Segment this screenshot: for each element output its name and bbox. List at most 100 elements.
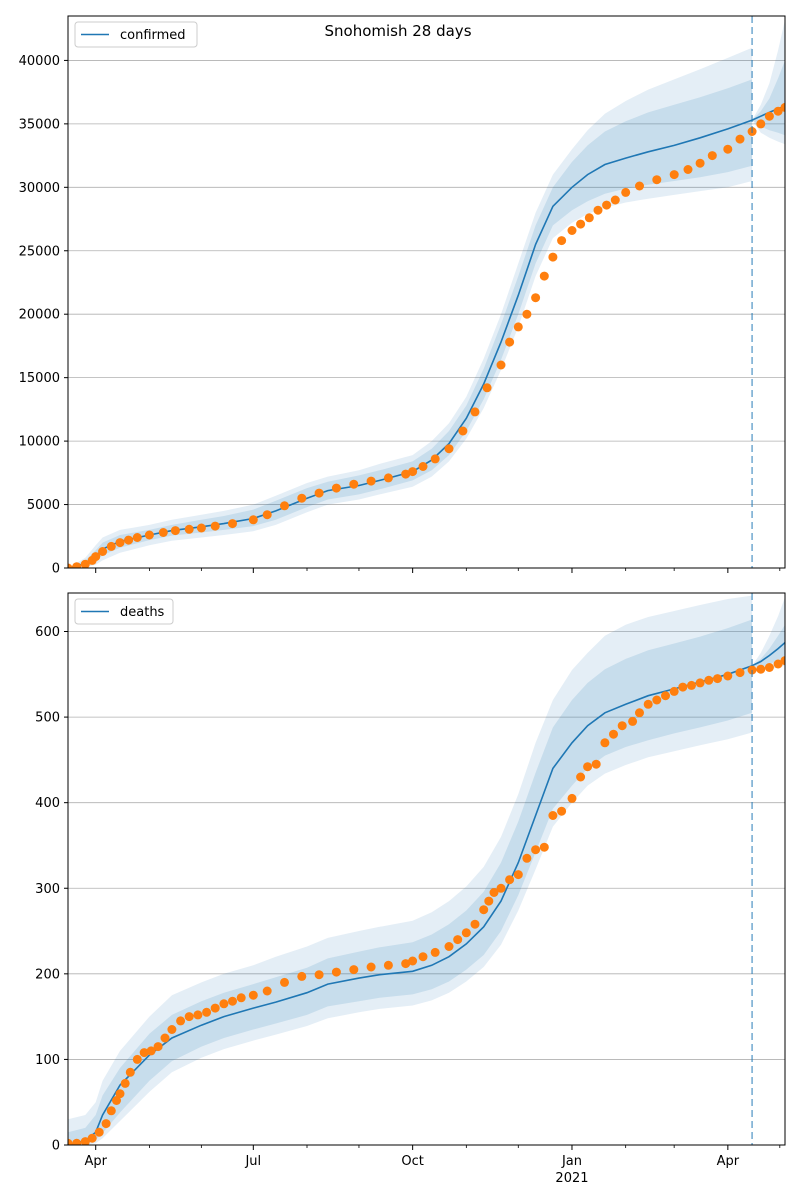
y-tick-label: 25000: [19, 244, 60, 259]
y-tick-label: 0: [52, 1139, 60, 1154]
observed-point: [228, 996, 237, 1006]
observed-point: [68, 1138, 73, 1145]
observed-point: [262, 986, 272, 996]
observed-point: [621, 187, 631, 197]
observed-point: [735, 668, 745, 678]
observed-point: [444, 444, 454, 454]
observed-point: [98, 547, 108, 556]
observed-point: [764, 111, 774, 121]
observed-point: [484, 896, 494, 906]
observed-point: [602, 200, 612, 210]
uncertainty-band-outer: [68, 47, 753, 568]
observed-point: [513, 870, 523, 880]
observed-point: [383, 473, 393, 483]
observed-point: [106, 1106, 116, 1116]
observed-point: [331, 483, 341, 493]
observed-point: [704, 675, 714, 685]
y-tick-label: 0: [52, 562, 60, 577]
observed-point: [196, 523, 206, 533]
observed-point: [262, 510, 272, 520]
observed-point: [548, 811, 558, 820]
observed-point: [683, 165, 693, 174]
observed-point: [115, 538, 125, 548]
y-tick-label: 10000: [19, 435, 60, 450]
observed-point: [418, 952, 428, 962]
observed-point: [489, 888, 499, 897]
observed-point: [331, 967, 341, 977]
observed-point: [522, 309, 532, 319]
legend-box: [74, 21, 198, 48]
observed-point: [444, 942, 454, 951]
observed-point: [144, 530, 154, 540]
observed-point: [470, 407, 480, 417]
observed-point: [539, 271, 549, 281]
legend-label: confirmed: [120, 28, 186, 43]
observed-point: [695, 158, 705, 168]
observed-point: [591, 759, 601, 769]
observed-point: [669, 170, 679, 180]
observed-point: [94, 1127, 104, 1137]
observed-point: [652, 175, 662, 185]
confirmed-panel: 0 5000 10000 15000 20000 25000 30000 35000 40000…: [19, 15, 786, 577]
y-tick-label: 100: [35, 1053, 60, 1068]
observed-point: [91, 552, 101, 562]
observed-point: [401, 469, 411, 479]
observed-point: [430, 947, 440, 957]
observed-point: [68, 563, 73, 568]
observed-point: [158, 528, 168, 537]
observed-point: [219, 999, 229, 1009]
deaths-panel: 0 100 200 300 400 500 600 Apr Jul Oct Jan 2021 Apr de…: [35, 592, 786, 1186]
observed-point: [548, 252, 558, 262]
observed-point: [687, 680, 696, 690]
observed-point: [72, 1138, 82, 1145]
legend-label: deaths: [120, 605, 165, 620]
observed-point: [756, 664, 766, 674]
y-tick-label: 15000: [19, 371, 60, 386]
observed-point: [280, 501, 289, 511]
observed-point: [470, 919, 480, 929]
legend-box: [74, 598, 174, 625]
observed-point: [583, 762, 593, 772]
forecast-band-outer: [752, 597, 785, 670]
observed-point: [349, 479, 359, 489]
observed-point: [735, 134, 745, 144]
observed-point: [652, 695, 662, 705]
observed-point: [314, 970, 324, 980]
observed-point: [600, 738, 610, 748]
y-tick-label: 5000: [27, 498, 60, 513]
plot-area: [68, 595, 785, 1145]
observed-point: [383, 960, 393, 970]
observed-point: [202, 1007, 212, 1017]
observed-point: [453, 935, 463, 945]
observed-point: [153, 1042, 163, 1052]
observed-point: [531, 293, 541, 303]
observed-point: [112, 1096, 121, 1105]
observed-point: [349, 965, 359, 975]
observed-point: [160, 1033, 170, 1043]
legend: deaths: [74, 598, 174, 625]
y-tick-label: 30000: [19, 181, 60, 196]
observed-point: [479, 905, 489, 915]
observed-point: [669, 686, 679, 696]
observed-point: [522, 853, 532, 863]
figure-title: Snohomish 28 days: [324, 22, 471, 40]
observed-point: [125, 1067, 135, 1077]
observed-point: [297, 971, 307, 981]
observed-point: [505, 875, 515, 885]
x-tick-label: Oct: [401, 1154, 423, 1169]
observed-point: [628, 716, 638, 726]
observed-point: [557, 806, 567, 816]
observed-point: [408, 956, 418, 966]
observed-point: [248, 990, 258, 1000]
y-tick-label: 20000: [19, 308, 60, 323]
y-tick-label: 400: [35, 796, 60, 811]
observed-point: [430, 454, 440, 464]
observed-point: [576, 772, 586, 782]
observed-point: [461, 928, 471, 938]
observed-point: [418, 462, 428, 471]
x-tick-label: Apr: [717, 1154, 740, 1169]
x-tick-label: Jul: [244, 1154, 261, 1169]
x-tick-label: Apr: [84, 1154, 107, 1169]
